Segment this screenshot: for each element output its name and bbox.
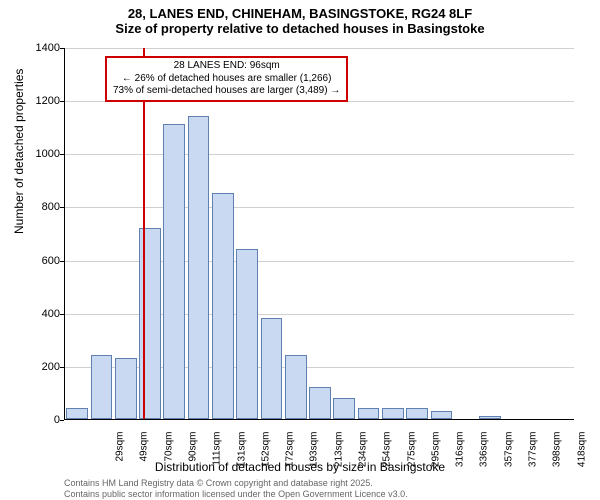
y-tick-mark — [60, 207, 64, 208]
y-tick-mark — [60, 154, 64, 155]
x-tick-label: 377sqm — [528, 432, 539, 472]
y-tick-mark — [60, 48, 64, 49]
histogram-bar — [406, 408, 428, 419]
y-tick-mark — [60, 420, 64, 421]
x-tick-label: 90sqm — [188, 432, 199, 472]
gridline — [65, 207, 574, 208]
annotation-line-2: ← 26% of detached houses are smaller (1,… — [113, 73, 340, 86]
x-tick-label: 295sqm — [430, 432, 441, 472]
x-tick-label: 152sqm — [260, 432, 271, 472]
y-tick-label: 1400 — [20, 42, 60, 54]
footer-attribution: Contains HM Land Registry data © Crown c… — [64, 478, 408, 500]
y-tick-label: 800 — [20, 201, 60, 213]
x-tick-label: 254sqm — [382, 432, 393, 472]
chart-title: 28, LANES END, CHINEHAM, BASINGSTOKE, RG… — [0, 0, 600, 36]
reference-line — [143, 48, 145, 419]
x-tick-label: 357sqm — [503, 432, 514, 472]
histogram-bar — [236, 249, 258, 419]
y-tick-mark — [60, 314, 64, 315]
histogram-bar — [285, 355, 307, 419]
x-tick-label: 29sqm — [115, 432, 126, 472]
histogram-bar — [115, 358, 137, 419]
title-line-1: 28, LANES END, CHINEHAM, BASINGSTOKE, RG… — [0, 6, 600, 21]
histogram-bar — [188, 116, 210, 419]
y-tick-label: 200 — [20, 361, 60, 373]
plot-area: 28 LANES END: 96sqm ← 26% of detached ho… — [64, 48, 574, 420]
x-tick-label: 418sqm — [576, 432, 587, 472]
y-tick-label: 400 — [20, 308, 60, 320]
y-tick-label: 1200 — [20, 95, 60, 107]
x-tick-label: 234sqm — [358, 432, 369, 472]
x-tick-label: 275sqm — [406, 432, 417, 472]
histogram-bar — [382, 408, 404, 419]
histogram-chart: 28, LANES END, CHINEHAM, BASINGSTOKE, RG… — [0, 0, 600, 500]
y-tick-label: 0 — [20, 414, 60, 426]
x-tick-label: 111sqm — [212, 432, 223, 472]
y-tick-label: 600 — [20, 255, 60, 267]
histogram-bar — [333, 398, 355, 419]
x-tick-label: 398sqm — [552, 432, 563, 472]
gridline — [65, 154, 574, 155]
x-tick-label: 316sqm — [455, 432, 466, 472]
x-tick-label: 213sqm — [333, 432, 344, 472]
histogram-bar — [212, 193, 234, 419]
gridline — [65, 48, 574, 49]
histogram-bar — [163, 124, 185, 419]
y-tick-mark — [60, 101, 64, 102]
y-tick-label: 1000 — [20, 148, 60, 160]
x-tick-label: 193sqm — [309, 432, 320, 472]
histogram-bar — [479, 416, 501, 419]
x-tick-label: 131sqm — [236, 432, 247, 472]
histogram-bar — [91, 355, 113, 419]
histogram-bar — [358, 408, 380, 419]
title-line-2: Size of property relative to detached ho… — [0, 21, 600, 36]
histogram-bar — [261, 318, 283, 419]
y-tick-mark — [60, 367, 64, 368]
footer-line-1: Contains HM Land Registry data © Crown c… — [64, 478, 408, 489]
histogram-bar — [431, 411, 453, 419]
annotation-line-3: 73% of semi-detached houses are larger (… — [113, 85, 340, 98]
annotation-line-1: 28 LANES END: 96sqm — [113, 60, 340, 73]
histogram-bar — [66, 408, 88, 419]
annotation-box: 28 LANES END: 96sqm ← 26% of detached ho… — [105, 56, 348, 102]
y-tick-mark — [60, 261, 64, 262]
x-tick-label: 70sqm — [163, 432, 174, 472]
x-tick-label: 49sqm — [139, 432, 150, 472]
x-tick-label: 172sqm — [285, 432, 296, 472]
histogram-bar — [309, 387, 331, 419]
footer-line-2: Contains public sector information licen… — [64, 489, 408, 500]
x-tick-label: 336sqm — [479, 432, 490, 472]
